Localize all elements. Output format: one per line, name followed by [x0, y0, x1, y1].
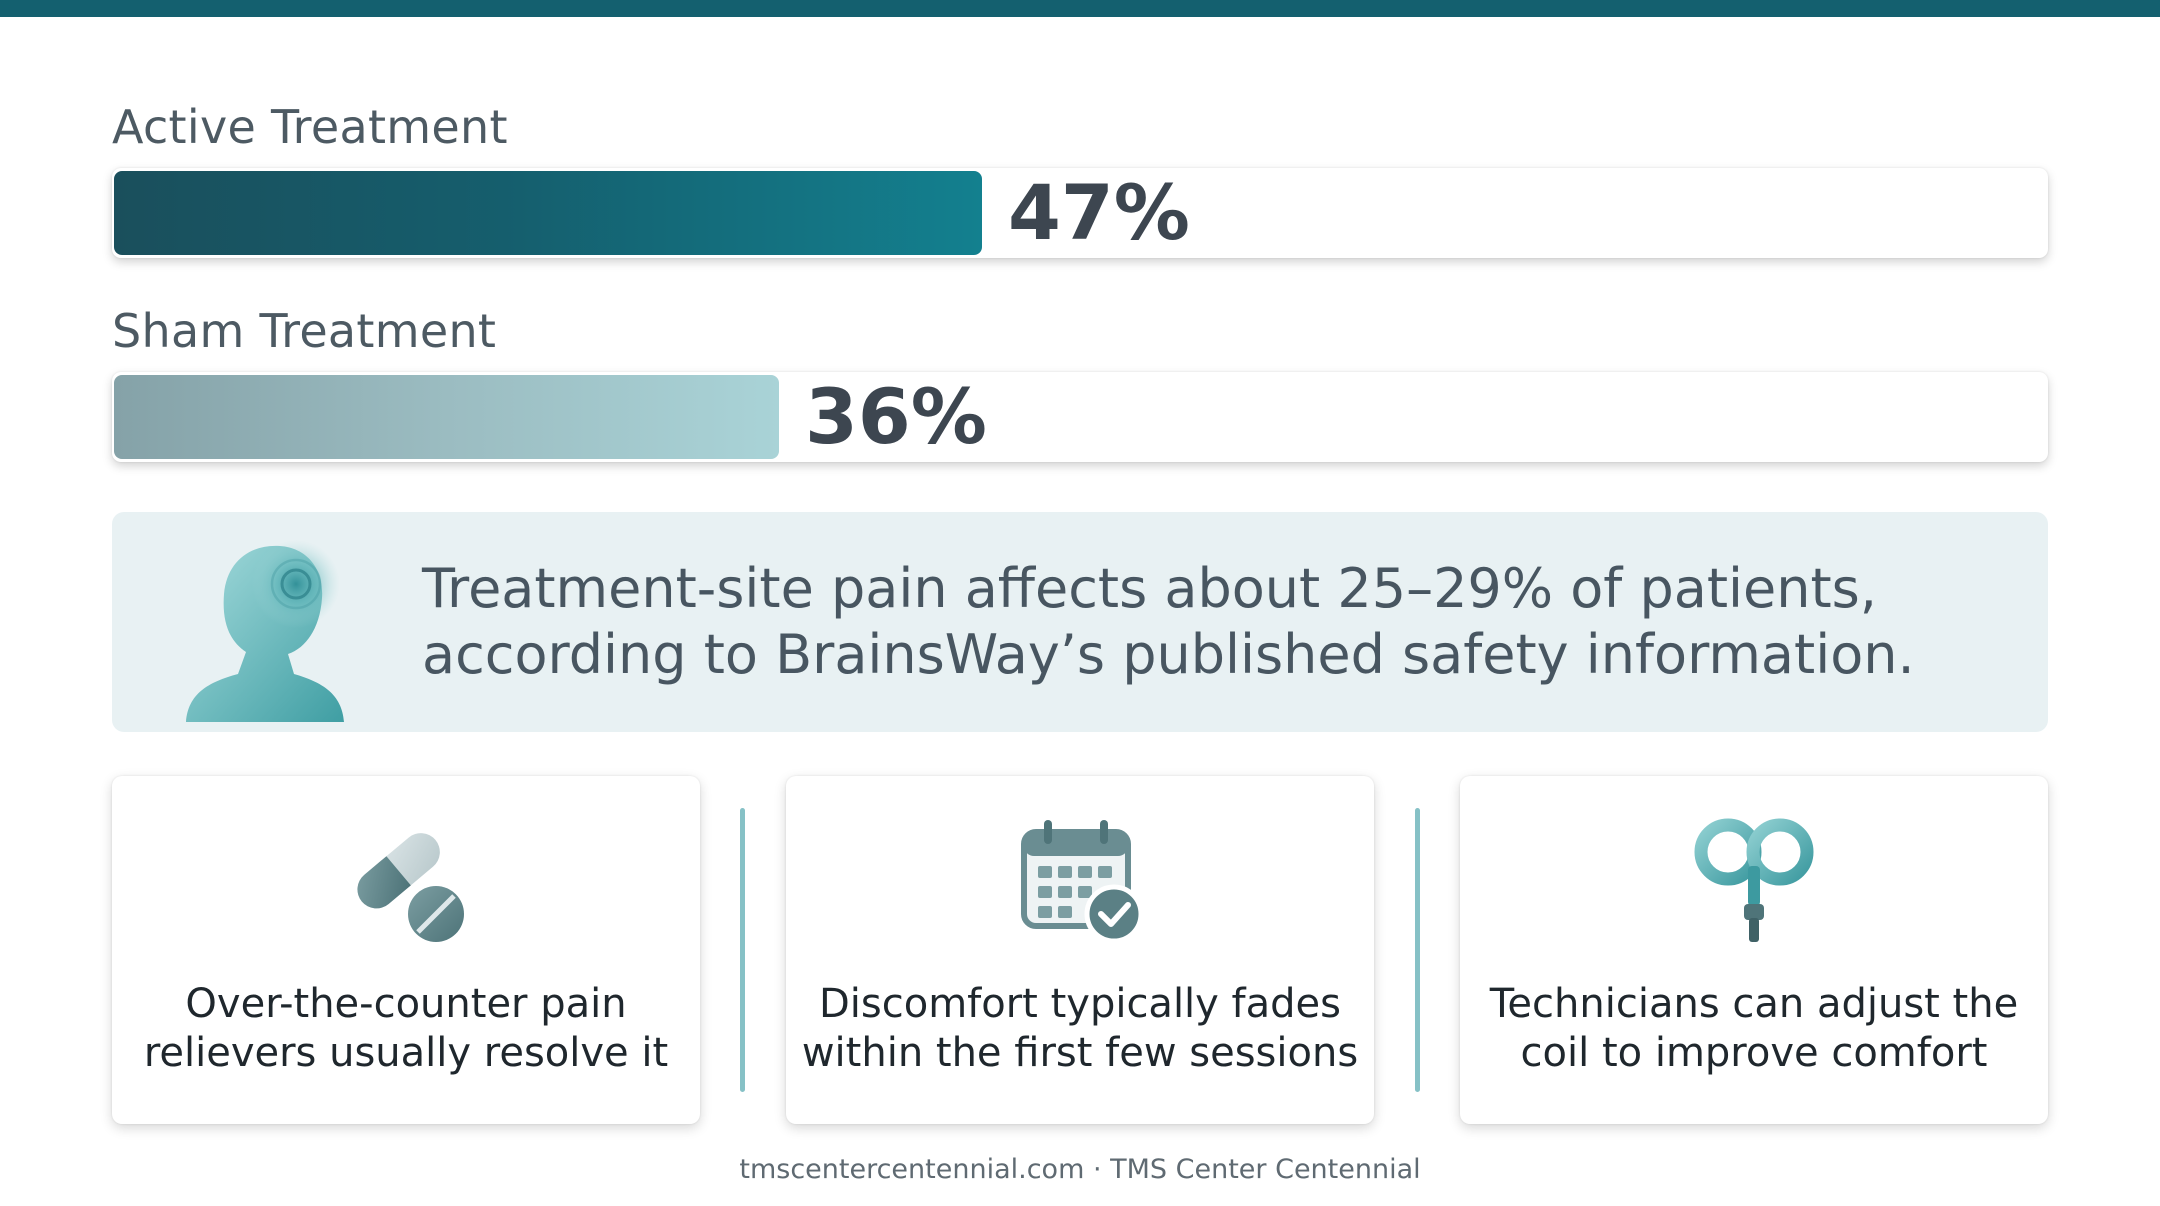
- bar-value-active: 47%: [1008, 168, 1190, 257]
- info-text: Treatment-site pain affects about 25–29%…: [422, 556, 2002, 688]
- bar-track-active: 47%: [112, 168, 2048, 258]
- card-3-line-2: coil to improve comfort: [1520, 1030, 1988, 1076]
- top-accent-band: [0, 0, 2160, 17]
- bar-label-sham: Sham Treatment: [112, 304, 497, 358]
- card-1-line-2: relievers usually resolve it: [143, 1030, 669, 1076]
- card-text-pain-relievers: Over-the-counter pain relievers usually …: [122, 980, 690, 1078]
- card-text-coil-adjust: Technicians can adjust the coil to impro…: [1470, 980, 2038, 1078]
- bar-value-sham: 36%: [805, 372, 987, 461]
- info-text-line-2: according to BrainsWay’s published safet…: [422, 623, 1915, 686]
- footer-credit: tmscentercentennial.com · TMS Center Cen…: [739, 1154, 1421, 1185]
- card-pain-relievers: Over-the-counter pain relievers usually …: [112, 776, 700, 1124]
- card-coil-adjust: Technicians can adjust the coil to impro…: [1460, 776, 2048, 1124]
- info-text-line-1: Treatment-site pain affects about 25–29%…: [422, 557, 1877, 620]
- card-2-line-1: Discomfort typically fades: [819, 981, 1341, 1027]
- info-panel: Treatment-site pain affects about 25–29%…: [112, 512, 2048, 732]
- bar-sham: [114, 375, 779, 459]
- calendar-check-icon: [1021, 820, 1144, 944]
- card-divider: [1415, 808, 1420, 1092]
- bar-active: [114, 171, 982, 255]
- tms-coil-icon: [1694, 818, 1814, 942]
- card-divider: [740, 808, 745, 1092]
- card-2-line-2: within the first few sessions: [801, 1030, 1359, 1076]
- card-text-discomfort-fades: Discomfort typically fades within the fi…: [796, 980, 1364, 1078]
- card-3-line-1: Technicians can adjust the: [1489, 981, 2019, 1027]
- head-pain-icon: [186, 540, 344, 722]
- pills-icon: [357, 833, 464, 942]
- card-discomfort-fades: Discomfort typically fades within the fi…: [786, 776, 1374, 1124]
- card-1-line-1: Over-the-counter pain: [185, 981, 627, 1027]
- bar-label-active: Active Treatment: [112, 100, 508, 154]
- bar-track-sham: 36%: [112, 372, 2048, 462]
